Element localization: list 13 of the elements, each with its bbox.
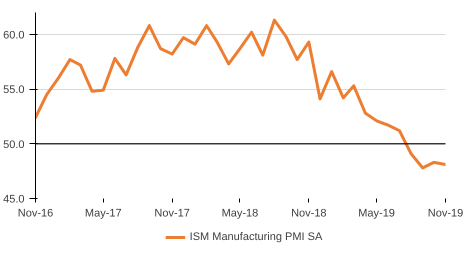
y-tick-label: 45.0 bbox=[3, 194, 25, 206]
x-tick-label: Nov-18 bbox=[291, 208, 327, 220]
x-tick-label: Nov-17 bbox=[154, 208, 190, 220]
legend-label: ISM Manufacturing PMI SA bbox=[190, 230, 322, 244]
x-tick-label: May-17 bbox=[84, 208, 122, 220]
x-tick-label: Nov-16 bbox=[18, 208, 54, 220]
y-tick-label: 60.0 bbox=[3, 29, 25, 42]
line-series bbox=[36, 18, 446, 170]
x-tick-label: May-19 bbox=[358, 208, 395, 220]
y-tick-label: 55.0 bbox=[3, 84, 25, 96]
x-tick-label: May-18 bbox=[222, 208, 258, 220]
y-tick-label: 50.0 bbox=[3, 138, 25, 151]
x-tick-label: Nov-19 bbox=[428, 208, 464, 220]
